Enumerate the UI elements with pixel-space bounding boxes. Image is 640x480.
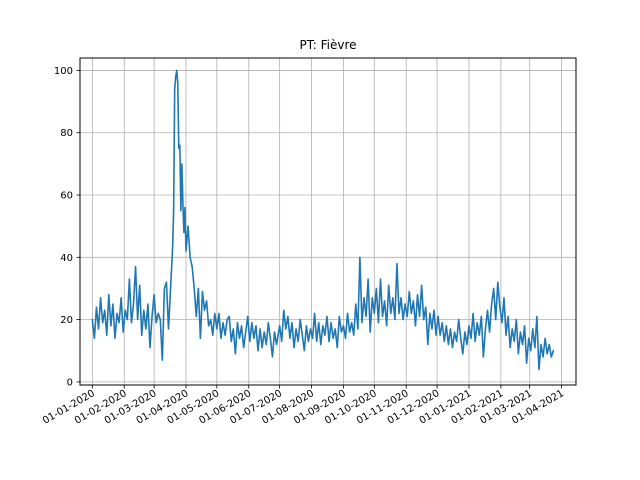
- y-axis: 0 20 40 60 80 100: [54, 66, 80, 388]
- series-layer: [91, 69, 555, 371]
- y-tick-label: 80: [60, 128, 73, 139]
- y-tick-label: 60: [60, 191, 73, 202]
- y-tick-label: 40: [60, 253, 73, 264]
- chart-title: PT: Fièvre: [299, 38, 356, 52]
- y-tick-label: 0: [67, 377, 73, 388]
- series-line: [91, 69, 555, 371]
- plot-frame: [79, 57, 577, 386]
- y-tick-label: 20: [60, 315, 73, 326]
- y-tick-label: 100: [54, 66, 73, 77]
